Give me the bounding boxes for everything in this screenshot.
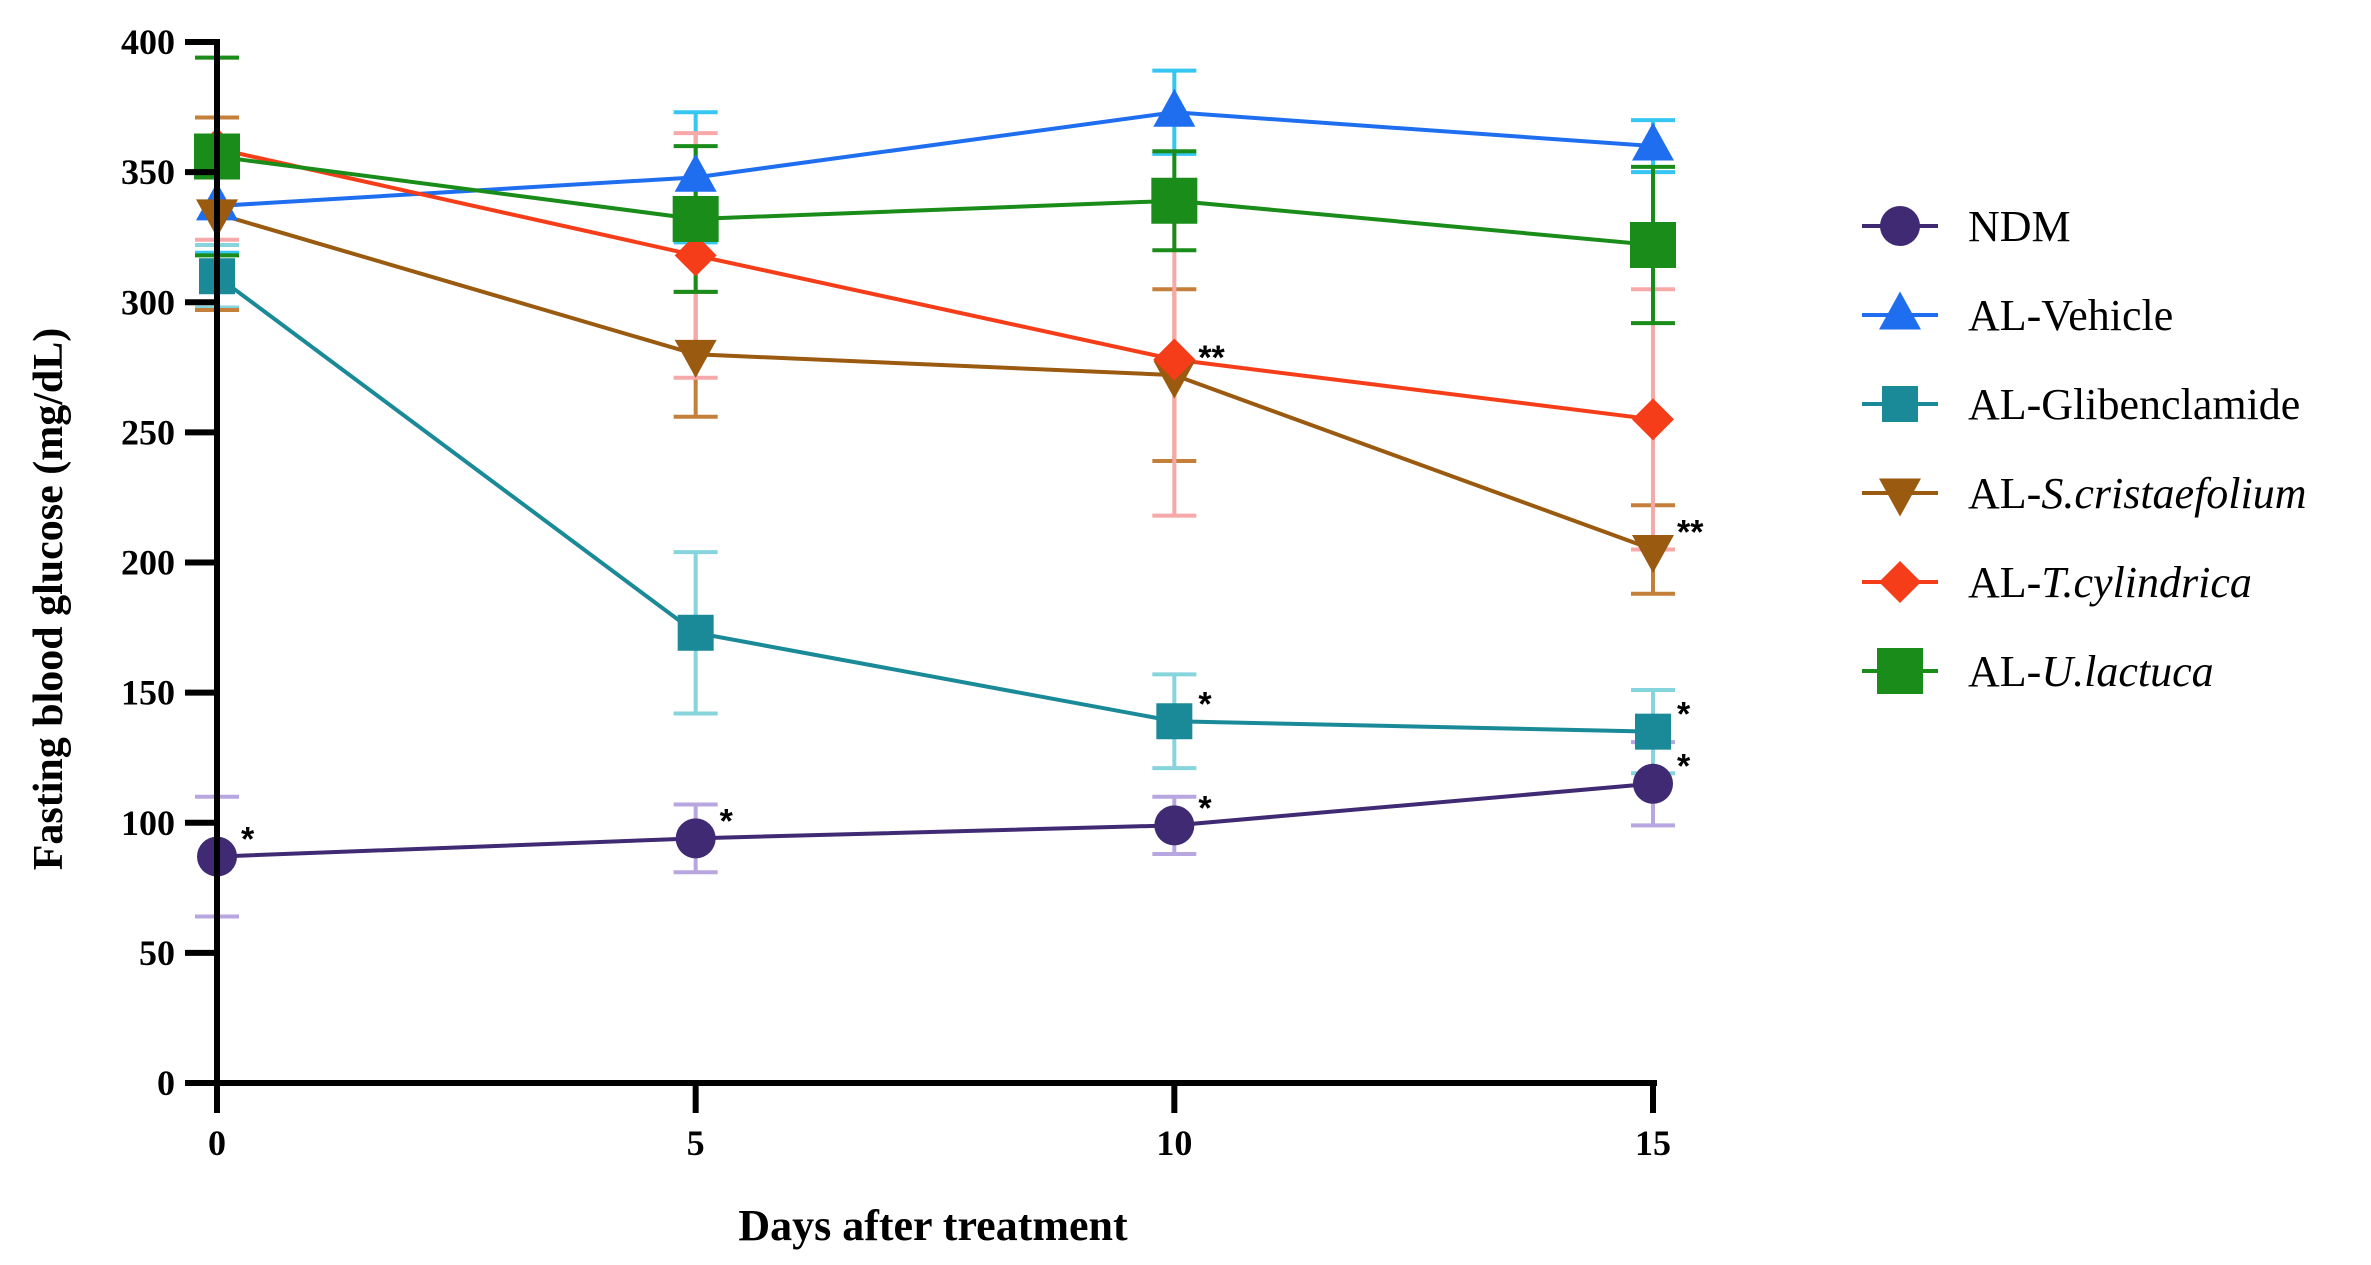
y-tick-label: 250: [121, 412, 175, 452]
legend-marker-ndm: [1880, 206, 1920, 246]
axes-layer: 0 50 100 150 200 250 300 350 400 0 5 10 15: [121, 22, 1671, 1163]
ndm-significance-label: *: [1677, 748, 1691, 786]
al-glibenclamide-point: [1156, 703, 1193, 740]
al-glibenclamide-point: [1635, 713, 1671, 750]
al-s-cristaefolium-point: [674, 339, 717, 378]
y-tick-label: 100: [121, 803, 175, 843]
ndm-significance-label: *: [720, 802, 734, 840]
x-tick-label: 5: [687, 1123, 705, 1163]
al-u-lactuca-point: [672, 195, 719, 242]
al-glibenclamide-significance-label: *: [1677, 696, 1691, 734]
y-tick-label: 400: [121, 22, 175, 62]
al-s-cristaefolium-point: [1632, 535, 1674, 574]
y-axis-title: Fasting blood glucose (mg/dL): [26, 328, 72, 871]
x-axis-title: Days after treatment: [738, 1201, 1128, 1250]
x-tick-label: 15: [1635, 1123, 1671, 1163]
al-vehicle-line: [216, 110, 1654, 208]
al-s-cristaefolium-significance-label: **: [1198, 339, 1225, 377]
legend-item-al-vehicle: AL-Vehicle: [1862, 291, 2173, 340]
y-tick-label: 200: [121, 543, 175, 583]
y-tick-label: 50: [139, 933, 175, 973]
legend-item-al-s-cristaefolium: AL-S.cristaefolium: [1862, 469, 2307, 518]
ndm-point: [1154, 805, 1195, 846]
y-tick-label: 350: [121, 152, 175, 192]
legend-marker-al-s-cristaefolium: [1879, 478, 1921, 517]
legend-item-al-glibenclamide: AL-Glibenclamide: [1862, 380, 2300, 429]
ndm-point: [675, 818, 716, 859]
x-tick-label: 10: [1156, 1123, 1192, 1163]
legend-label-al-u-lactuca: AL-U.lactuca: [1968, 647, 2214, 696]
al-vehicle-point: [1153, 88, 1196, 127]
y-tick-label: 150: [121, 673, 175, 713]
al-vehicle-point: [674, 153, 717, 192]
markers-layer: [194, 88, 1676, 877]
y-tick-label: 300: [121, 282, 175, 322]
al-u-lactuca-line: [216, 154, 1654, 247]
legend-item-al-t-cylindrica: AL-T.cylindrica: [1862, 558, 2252, 607]
significance-layer: * * *** *****: [241, 339, 1704, 858]
x-tick-label: 0: [208, 1123, 226, 1163]
al-s-cristaefolium-significance-label: **: [1677, 513, 1704, 551]
al-vehicle-point: [1632, 122, 1674, 161]
ndm-point: [1633, 763, 1673, 804]
legend-item-ndm: NDM: [1862, 202, 2071, 251]
al-t-cylindrica-point: [1632, 398, 1674, 441]
legend-marker-al-vehicle: [1879, 291, 1921, 330]
al-glibenclamide-significance-label: *: [1198, 685, 1212, 723]
series-lines-layer: [215, 110, 1654, 859]
al-t-cylindrica-point: [674, 234, 717, 277]
legend-marker-al-u-lactuca: [1877, 648, 1923, 694]
legend-label-al-t-cylindrica: AL-T.cylindrica: [1968, 558, 2252, 607]
al-glibenclamide-line: [215, 274, 1654, 734]
ndm-significance-label: *: [1198, 789, 1212, 827]
error-bars-layer: [195, 55, 1675, 919]
al-s-cristaefolium-line: [216, 211, 1654, 552]
legend: NDM AL-Vehicle AL-Glibenclamide AL-S.crista…: [1862, 202, 2307, 696]
legend-label-ndm: NDM: [1968, 202, 2071, 251]
legend-item-al-u-lactuca: AL-U.lactuca: [1862, 647, 2214, 696]
ndm-line: [216, 781, 1654, 859]
al-u-lactuca-point: [1151, 177, 1198, 224]
y-tick-label: 0: [157, 1063, 175, 1103]
legend-label-al-vehicle: AL-Vehicle: [1968, 291, 2173, 340]
legend-marker-al-t-cylindrica: [1879, 561, 1921, 603]
legend-label-al-glibenclamide: AL-Glibenclamide: [1968, 380, 2300, 429]
al-u-lactuca-point: [1630, 221, 1676, 268]
al-t-cylindrica-line: [216, 146, 1654, 422]
legend-marker-al-glibenclamide: [1882, 386, 1918, 422]
al-glibenclamide-point: [677, 614, 714, 651]
legend-label-al-s-cristaefolium: AL-S.cristaefolium: [1968, 469, 2307, 518]
ndm-significance-label: *: [241, 821, 255, 859]
al-t-cylindrica-point: [1153, 338, 1196, 381]
